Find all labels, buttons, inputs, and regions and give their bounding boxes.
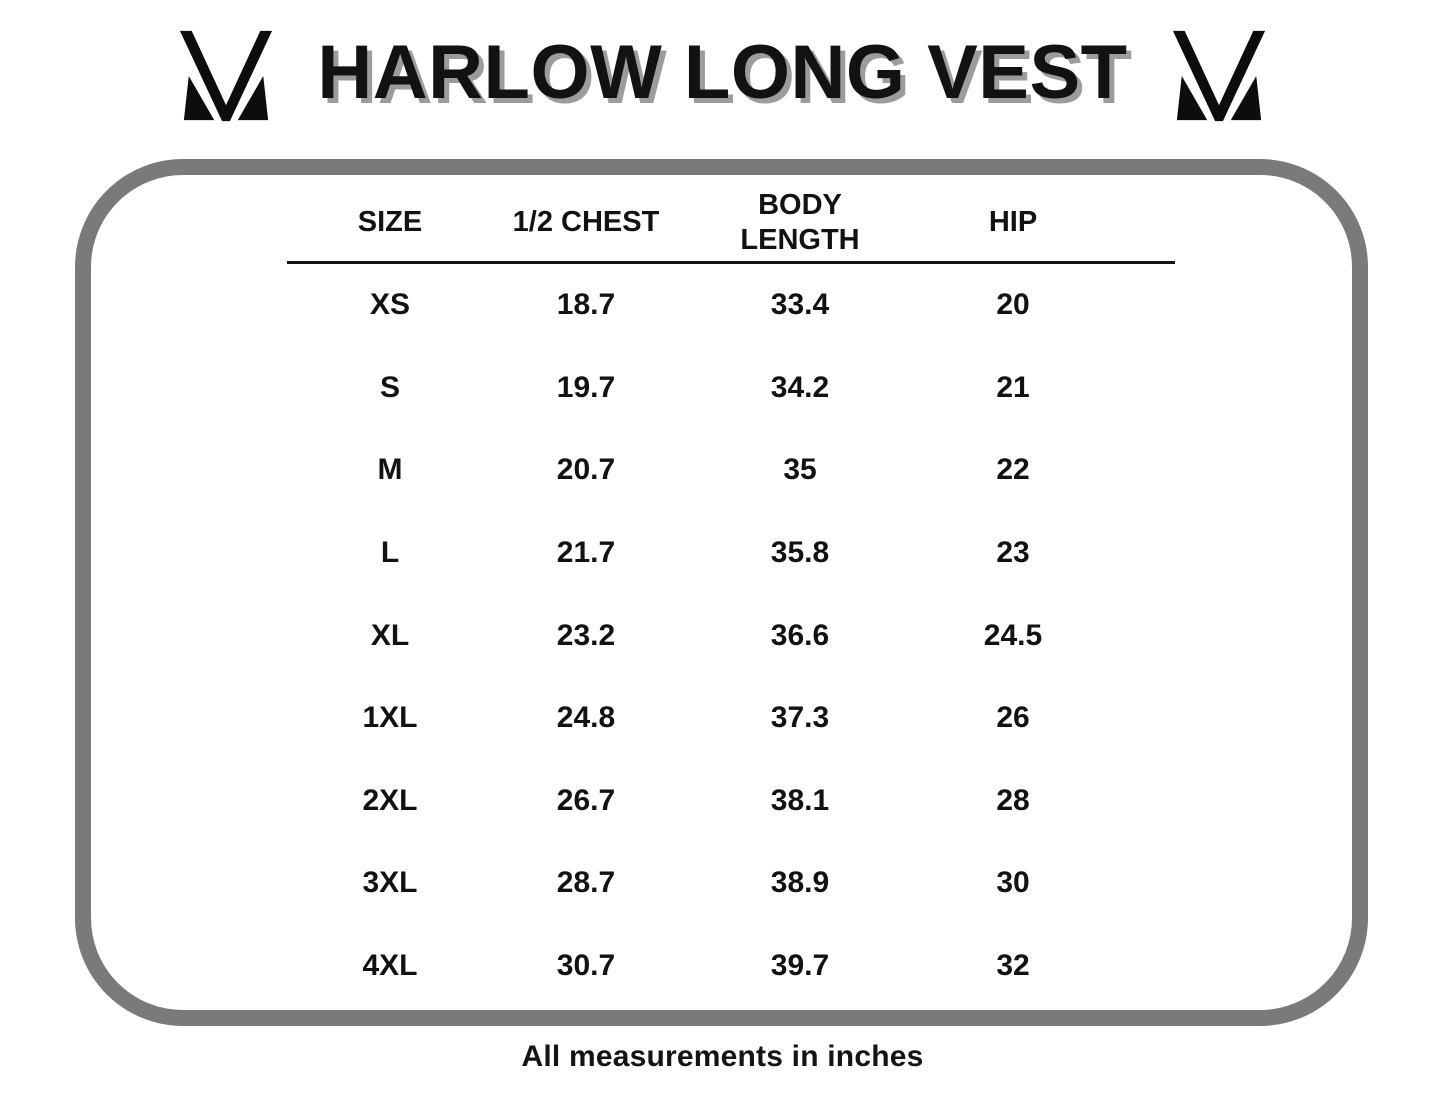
hip-cell: 20 — [996, 288, 1030, 322]
table-body: XS 18.7 33.4 20 S 19.7 34.2 21 M 20.7 35… — [287, 264, 1175, 1007]
size-cell: S — [379, 370, 400, 404]
half-chest-cell: 21.7 — [556, 536, 616, 570]
table-row-3xl: 3XL 28.7 38.9 30 — [287, 842, 1175, 925]
half-chest-cell: 26.7 — [556, 783, 616, 817]
half-chest-cell: 18.7 — [556, 288, 616, 322]
size-chart-frame — [75, 159, 1368, 1026]
table-row-xl: XL 23.2 36.6 24.5 — [287, 594, 1175, 677]
page-title: HARLOW LONG VEST — [317, 30, 1128, 115]
size-cell: XL — [370, 618, 410, 652]
column-header-body-length: BODY LENGTH — [740, 188, 860, 256]
half-chest-cell: 30.7 — [556, 949, 616, 983]
body-length-cell: 37.3 — [770, 701, 830, 735]
half-chest-cell: 20.7 — [556, 453, 616, 487]
size-cell: XS — [369, 288, 411, 322]
column-header-size: SIZE — [357, 206, 423, 239]
table-row-1xl: 1XL 24.8 37.3 26 — [287, 677, 1175, 760]
brand-header: HARLOW LONG VEST — [0, 24, 1445, 128]
size-chart-table: SIZE 1/2 CHEST BODY LENGTH HIP XS 18.7 3… — [287, 184, 1175, 1007]
hip-cell: 24.5 — [983, 618, 1043, 652]
half-chest-cell: 28.7 — [556, 866, 616, 900]
table-row-4xl: 4XL 30.7 39.7 32 — [287, 925, 1175, 1008]
column-header-hip: HIP — [988, 206, 1038, 239]
half-chest-cell: 19.7 — [556, 370, 616, 404]
table-row-s: S 19.7 34.2 21 — [287, 347, 1175, 430]
m-brand-logo-icon-right — [1170, 29, 1268, 123]
body-length-cell: 38.1 — [770, 783, 830, 817]
body-length-cell: 36.6 — [770, 618, 830, 652]
measurements-note: All measurements in inches — [521, 1040, 924, 1073]
hip-cell: 23 — [996, 536, 1030, 570]
table-row-xs: XS 18.7 33.4 20 — [287, 264, 1175, 347]
hip-cell: 22 — [996, 453, 1030, 487]
table-row-2xl: 2XL 26.7 38.1 28 — [287, 760, 1175, 843]
hip-cell: 21 — [996, 370, 1030, 404]
half-chest-cell: 23.2 — [556, 618, 616, 652]
body-length-cell: 39.7 — [770, 949, 830, 983]
column-header-half-chest: 1/2 CHEST — [512, 206, 660, 239]
hip-cell: 28 — [996, 783, 1030, 817]
table-header-row: SIZE 1/2 CHEST BODY LENGTH HIP — [287, 184, 1175, 264]
body-length-cell: 33.4 — [770, 288, 830, 322]
size-cell: 1XL — [362, 701, 418, 735]
hip-cell: 26 — [996, 701, 1030, 735]
body-length-cell: 38.9 — [770, 866, 830, 900]
half-chest-cell: 24.8 — [556, 701, 616, 735]
table-row-l: L 21.7 35.8 23 — [287, 512, 1175, 595]
size-cell: 2XL — [362, 783, 418, 817]
hip-cell: 32 — [996, 949, 1030, 983]
body-length-cell: 35 — [783, 453, 817, 487]
size-cell: 3XL — [362, 866, 418, 900]
m-brand-logo-icon-left — [177, 29, 275, 123]
hip-cell: 30 — [996, 866, 1030, 900]
body-length-cell: 34.2 — [770, 370, 830, 404]
size-cell: L — [380, 536, 400, 570]
size-cell: 4XL — [362, 949, 418, 983]
table-row-m: M 20.7 35 22 — [287, 429, 1175, 512]
body-length-cell: 35.8 — [770, 536, 830, 570]
size-cell: M — [377, 453, 403, 487]
